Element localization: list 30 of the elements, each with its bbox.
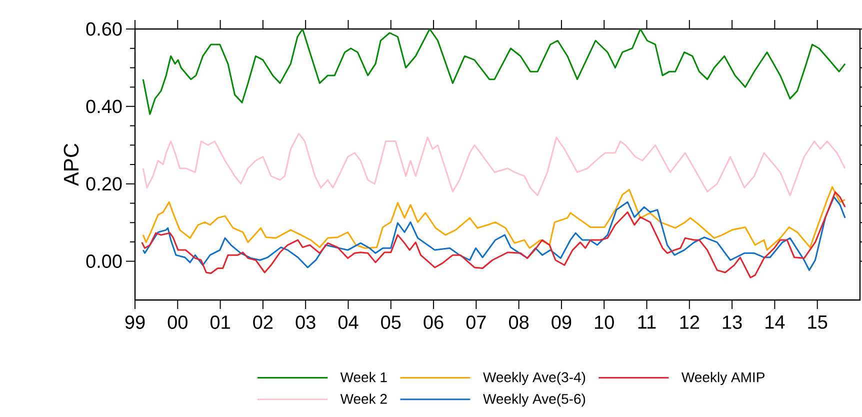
line-series	[142, 132, 846, 196]
x-tick-label: 08	[508, 316, 529, 329]
legend-label: Weekly AMIP	[682, 372, 764, 385]
x-tick-label: 11	[638, 316, 656, 329]
x-tick-label: 05	[381, 316, 401, 329]
x-tick-label: 13	[722, 316, 742, 329]
x-tick-label: 10	[594, 316, 614, 329]
y-tick-label: 0.40	[86, 100, 122, 114]
x-tick-label: 09	[552, 316, 572, 329]
x-tick-label: 03	[296, 316, 316, 329]
y-tick-label: 0.60	[86, 22, 122, 36]
x-tick-label: 07	[466, 316, 486, 329]
y-axis-title: APC	[64, 144, 79, 186]
line-series	[142, 186, 846, 251]
x-tick-label: 12	[680, 316, 700, 329]
legend-label: Week 2	[340, 394, 387, 404]
x-tick-label: 02	[253, 316, 273, 329]
x-tick-label: 04	[338, 316, 358, 329]
y-tick-label: 0.20	[86, 177, 122, 191]
legend-label: Weekly Ave(5-6)	[483, 394, 586, 407]
line-series	[142, 29, 846, 115]
x-tick-label: 14	[766, 316, 785, 329]
x-tick-label: 99	[125, 316, 145, 329]
x-tick-label: 15	[808, 316, 828, 329]
x-tick-label: 00	[168, 316, 188, 329]
legend-label: Week 1	[340, 372, 387, 382]
y-tick-label: 0.00	[86, 254, 122, 268]
x-tick-label: 06	[424, 316, 444, 329]
x-tick-label: 01	[210, 316, 230, 329]
legend-label: Weekly Ave(3-4)	[483, 372, 586, 385]
